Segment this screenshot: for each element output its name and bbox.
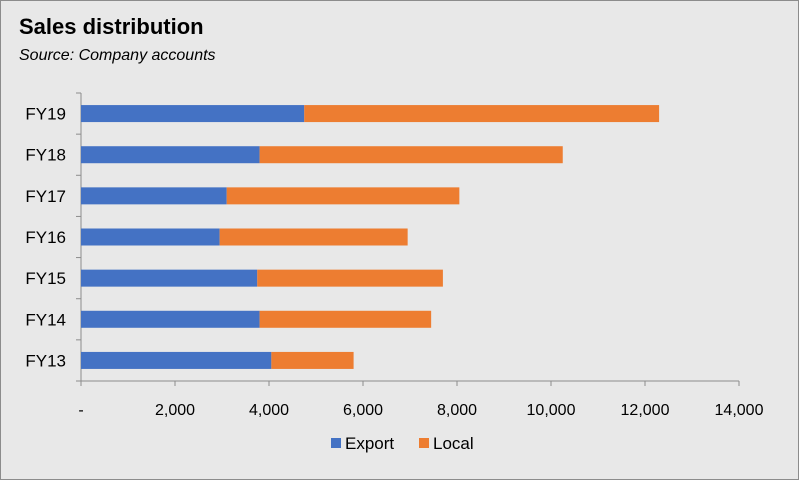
bar-local-fy15: [257, 269, 443, 287]
bar-local-fy18: [259, 146, 563, 164]
chart-subtitle: Source: Company accounts: [19, 47, 216, 64]
x-tick-label: 6,000: [343, 402, 383, 419]
x-tick-label: 4,000: [249, 402, 289, 419]
legend-swatch-export: [331, 438, 341, 448]
bar-export-fy14: [81, 310, 260, 328]
category-label: FY13: [25, 351, 66, 370]
bar-local-fy13: [271, 351, 354, 369]
bar-local-fy17: [226, 187, 460, 205]
x-tick-label: 2,000: [155, 402, 195, 419]
bar-export-fy19: [81, 105, 305, 123]
x-tick-label: 12,000: [621, 402, 670, 419]
category-label: FY17: [25, 187, 66, 206]
category-label: FY19: [25, 105, 66, 124]
bar-local-fy19: [304, 105, 660, 123]
bar-export-fy18: [81, 146, 260, 164]
legend-label-local: Local: [433, 434, 474, 453]
x-tick-label: 14,000: [715, 402, 764, 419]
category-label: FY16: [25, 228, 66, 247]
x-tick-label: -: [78, 402, 83, 419]
bar-export-fy13: [81, 351, 272, 369]
legend-swatch-local: [419, 438, 429, 448]
chart-title: Sales distribution: [19, 14, 204, 39]
bar-export-fy16: [81, 228, 220, 246]
category-label: FY15: [25, 269, 66, 288]
x-tick-label: 10,000: [527, 402, 576, 419]
category-label: FY18: [25, 146, 66, 165]
x-tick-label: 8,000: [437, 402, 477, 419]
bar-local-fy14: [259, 310, 432, 328]
bar-local-fy16: [219, 228, 408, 246]
category-label: FY14: [25, 310, 66, 329]
bar-export-fy17: [81, 187, 227, 205]
legend-label-export: Export: [345, 434, 394, 453]
bar-export-fy15: [81, 269, 258, 287]
